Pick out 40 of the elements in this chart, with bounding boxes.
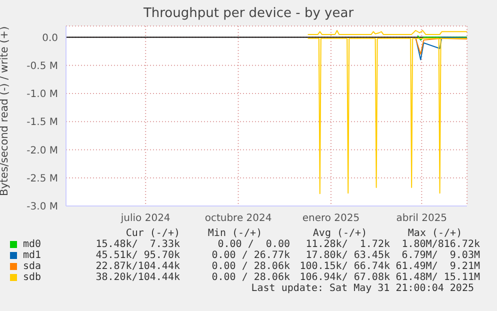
text: 0.00 / 26.77k [210,250,290,261]
line-series [415,36,467,60]
line-series [307,38,467,194]
x-tick-label: abril 2025 [396,213,448,224]
legend-label: sda [22,261,42,272]
text: 17.80k/ 63.45k [304,250,390,261]
text: Cur (-/+) [124,228,180,239]
text: 100.15k/ 66.74k [298,261,390,272]
text: 61.49M/ 9.21M [394,261,480,272]
text: 38.20k/104.44k [94,272,180,283]
text: Last update: Sat May 31 21:00:04 2025 [250,283,474,294]
text: Avg (-/+) [312,228,368,239]
x-tick-label: julio 2024 [120,213,170,224]
text: 45.51k/ 95.70k [94,250,180,261]
x-tick-label: enero 2025 [302,213,360,224]
y-tick-label: -2.5 M [26,173,58,184]
legend-label: md0 [22,239,42,250]
text: 0.00 / 28.06k [210,272,290,283]
y-tick-label: -0.5 M [26,60,58,72]
text: 15.48k/ 7.33k [94,239,180,250]
y-tick-label: 0.0 [42,32,58,44]
y-tick-label: -2.0 M [26,145,58,156]
y-tick-label: -1.5 M [26,117,58,128]
x-tick-label: octubre 2024 [204,213,272,224]
y-axis-title: Bytes/second read (-) / write (+) [0,26,11,196]
text: 6.79M/ 9.03M [400,250,480,261]
text: 1.80M/816.72k [400,239,480,250]
text: Min (-/+) [206,228,264,239]
text: 0.00 / 0.00 [216,239,290,250]
text: 11.28k/ 1.72k [304,239,390,250]
text: 22.87k/104.44k [94,261,180,272]
y-tick-label: -3.0 M [26,202,58,213]
text: 0.00 / 28.06k [210,261,290,272]
legend-label: sdb [22,272,42,283]
text: Max (-/+) [406,228,464,239]
text: 106.94k/ 67.08k [298,272,390,283]
legend-label: md1 [22,250,42,261]
y-tick-label: -1.0 M [26,89,58,100]
text: 61.48M/ 15.11M [394,272,480,283]
chart-title: Throughput per device - by year [142,5,355,22]
